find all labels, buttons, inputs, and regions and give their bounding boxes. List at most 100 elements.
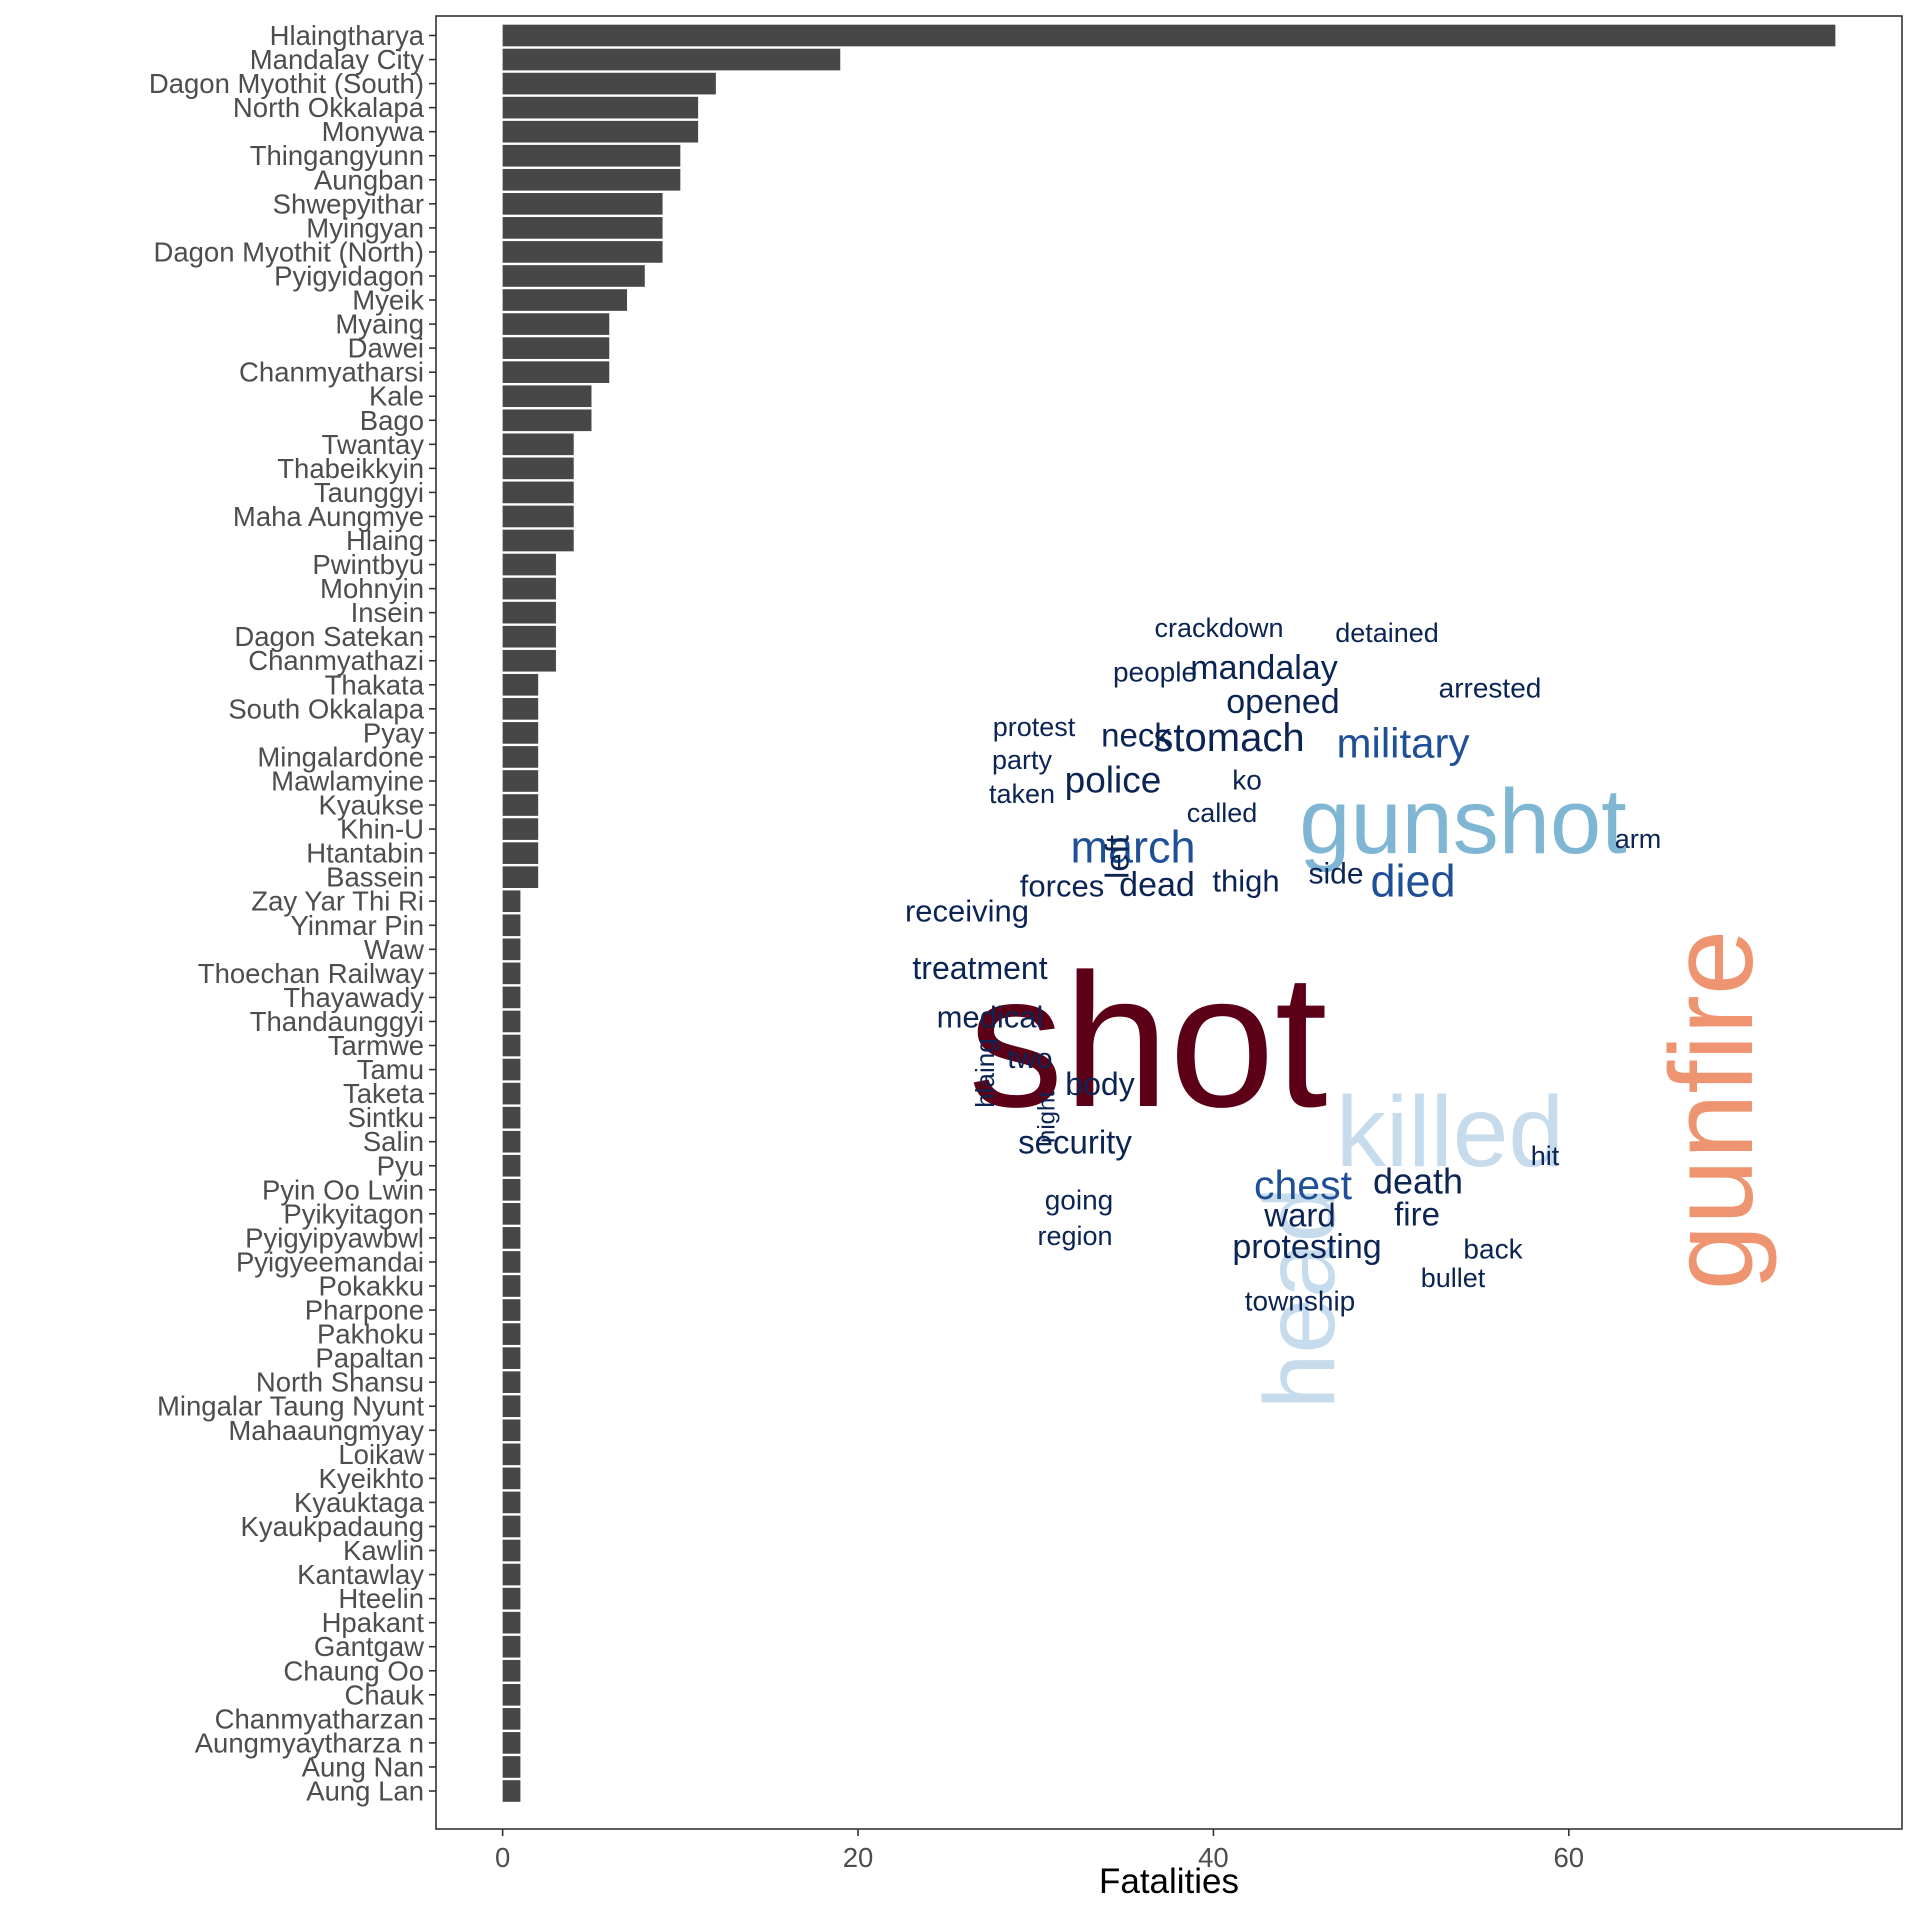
y-tick-label: Kawlin bbox=[343, 1535, 424, 1566]
word-cloud-word: crackdown bbox=[1154, 613, 1283, 643]
y-tick-label: Thakata bbox=[325, 669, 425, 700]
word-cloud-word: people bbox=[1113, 657, 1197, 688]
bar bbox=[502, 1203, 521, 1225]
word-cloud-word: region bbox=[1037, 1221, 1112, 1251]
word-cloud-word: military bbox=[1337, 720, 1470, 767]
y-tick-label: Dawei bbox=[348, 333, 424, 364]
y-tick-label: Sintku bbox=[348, 1102, 424, 1133]
bar bbox=[502, 265, 645, 287]
y-tick-label: Thingangyunn bbox=[250, 140, 424, 171]
y-tick-label: Hlaing bbox=[346, 525, 424, 556]
y-tick-label: Hlaingtharya bbox=[270, 20, 425, 51]
bar bbox=[502, 1539, 521, 1562]
word-cloud-word: fire bbox=[1394, 1196, 1440, 1233]
bar bbox=[502, 96, 699, 119]
bar bbox=[502, 1419, 521, 1442]
word-cloud-word: killed bbox=[1336, 1076, 1564, 1188]
y-tick-label: Hpakant bbox=[322, 1607, 425, 1638]
y-tick-label: Taunggyi bbox=[314, 477, 424, 508]
y-tick-label: Pyu bbox=[377, 1150, 424, 1181]
x-tick-label: 0 bbox=[495, 1842, 510, 1873]
bar bbox=[502, 1058, 521, 1081]
word-cloud-word: side bbox=[1308, 858, 1363, 891]
bar bbox=[502, 1371, 521, 1394]
bar bbox=[502, 866, 539, 888]
y-tick-label: Pharpone bbox=[305, 1295, 424, 1326]
bar bbox=[502, 505, 574, 528]
bar bbox=[502, 24, 1836, 47]
y-tick-label: Mawlamyine bbox=[271, 765, 424, 796]
bar bbox=[502, 1708, 521, 1730]
bar bbox=[502, 217, 663, 239]
bar bbox=[502, 144, 681, 167]
y-tick-label: Tarmwe bbox=[328, 1030, 424, 1061]
y-tick-label: Yinmar Pin bbox=[291, 910, 424, 941]
bar bbox=[502, 48, 841, 71]
bar bbox=[502, 673, 539, 696]
word-cloud-word: died bbox=[1370, 856, 1455, 907]
y-tick-label: Aungmyaytharza n bbox=[195, 1727, 424, 1758]
x-tick-label: 20 bbox=[843, 1842, 874, 1873]
y-tick-label: Thoechan Railway bbox=[198, 958, 424, 989]
panel-border bbox=[435, 15, 1903, 1830]
bar bbox=[502, 1587, 521, 1610]
y-tick-label: Kyeikhto bbox=[319, 1463, 424, 1494]
bar bbox=[502, 842, 539, 864]
word-cloud-word: protest bbox=[993, 712, 1076, 742]
y-tick-label: Pyigyidagon bbox=[274, 260, 424, 291]
word-cloud-word: police bbox=[1065, 760, 1162, 801]
y-tick-label: Salin bbox=[363, 1126, 424, 1157]
bar bbox=[502, 1756, 521, 1778]
bar bbox=[502, 1780, 521, 1802]
y-tick-label: Myingyan bbox=[306, 212, 424, 243]
bar bbox=[502, 577, 556, 600]
x-axis-title: Fatalities bbox=[1099, 1862, 1239, 1901]
bar bbox=[502, 553, 556, 576]
bar bbox=[502, 241, 663, 263]
bar bbox=[502, 1178, 521, 1201]
bar bbox=[502, 289, 628, 311]
word-cloud-word: back bbox=[1463, 1234, 1523, 1265]
bar bbox=[502, 1010, 521, 1033]
y-tick-label: Mahaaungmyay bbox=[228, 1415, 424, 1446]
bars-layer bbox=[502, 24, 1836, 1802]
y-tick-label: Dagon Satekan bbox=[234, 621, 424, 652]
y-tick-label: Thabeikkyin bbox=[277, 453, 424, 484]
word-cloud-word: security bbox=[1018, 1124, 1132, 1161]
y-tick-label: Kantawlay bbox=[297, 1559, 424, 1590]
y-tick-label: Chanmyatharsi bbox=[239, 357, 424, 388]
y-tick-label: Loikaw bbox=[338, 1439, 424, 1470]
word-cloud-word: neck bbox=[1101, 717, 1171, 754]
y-tick-label: Mandalay City bbox=[250, 44, 424, 75]
word-cloud-word: gunfire bbox=[1646, 930, 1778, 1291]
y-tick-label: Papaltan bbox=[315, 1343, 424, 1374]
word-cloud-word: thigh bbox=[1212, 864, 1279, 899]
word-cloud-word: opened bbox=[1226, 683, 1339, 721]
bar bbox=[502, 770, 539, 792]
bar bbox=[502, 72, 716, 95]
bar bbox=[502, 1034, 521, 1057]
bar bbox=[502, 433, 574, 456]
bar bbox=[502, 313, 610, 335]
word-cloud-word: treatment bbox=[912, 950, 1047, 986]
bar bbox=[502, 457, 574, 480]
word-cloud-word: bullet bbox=[1421, 1263, 1486, 1293]
y-tick-label: Kale bbox=[369, 381, 424, 412]
bar bbox=[502, 1467, 521, 1490]
bar bbox=[502, 1683, 521, 1706]
word-cloud-word: arrested bbox=[1439, 673, 1542, 704]
bar bbox=[502, 649, 556, 672]
bar bbox=[502, 625, 556, 648]
y-tick-label: Myaing bbox=[335, 309, 424, 340]
y-tick-label: Tamu bbox=[357, 1054, 424, 1085]
word-cloud-word: township bbox=[1245, 1286, 1356, 1317]
word-cloud-word: left bbox=[1099, 835, 1136, 879]
y-tick-label: North Shansu bbox=[256, 1367, 424, 1398]
word-cloud-word: detained bbox=[1335, 618, 1439, 648]
word-cloud-word: arm bbox=[1615, 824, 1662, 854]
word-cloud-word: hit bbox=[1531, 1141, 1560, 1171]
word-cloud-word: medical bbox=[937, 1000, 1044, 1035]
